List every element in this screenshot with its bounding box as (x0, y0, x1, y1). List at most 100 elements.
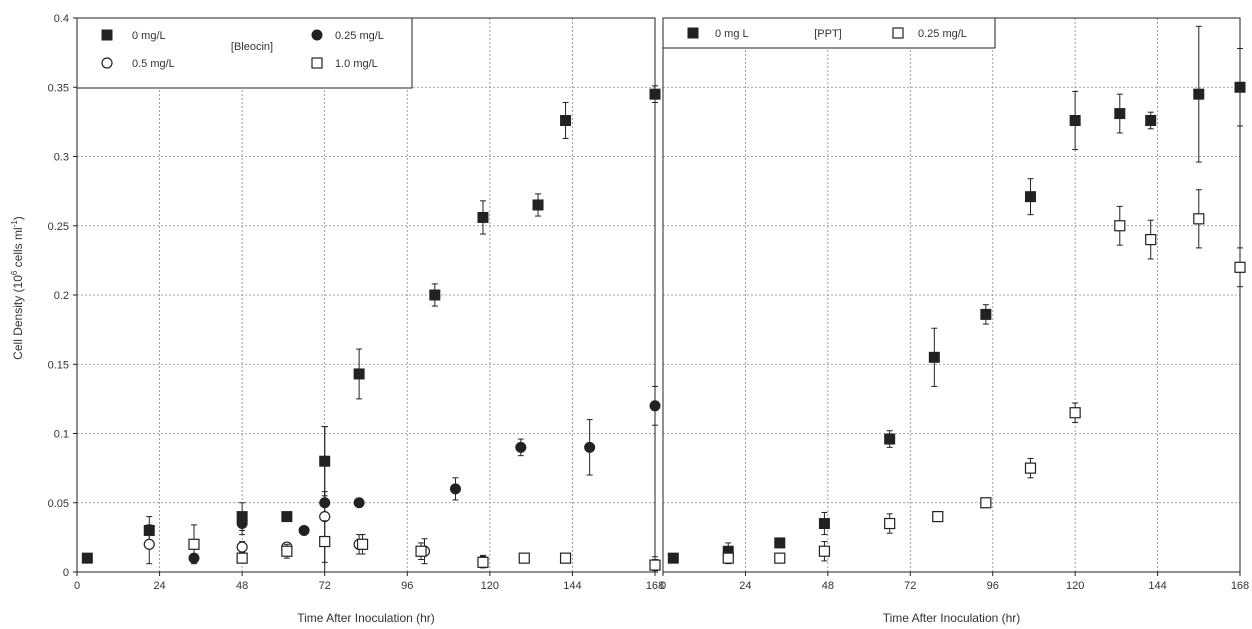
legend-label: 0 mg L (715, 28, 749, 40)
data-point (353, 368, 365, 380)
series-3 (188, 520, 661, 572)
data-point (532, 199, 544, 211)
x-axis-title: Time After Inoculation (hr) (883, 611, 1021, 625)
data-point (649, 559, 661, 571)
x-tick-label: 48 (236, 580, 248, 592)
data-point (236, 541, 248, 553)
x-tick-label: 0 (660, 580, 666, 592)
data-point (281, 545, 293, 557)
legend-marker (892, 27, 904, 39)
x-tick-label: 168 (1231, 580, 1249, 592)
data-point (415, 545, 427, 557)
y-tick-label: 0.35 (48, 82, 69, 94)
data-point (1193, 88, 1205, 100)
data-point (584, 441, 596, 453)
y-tick-label: 0.4 (54, 13, 69, 25)
data-point (560, 114, 572, 126)
series-0 (667, 25, 1246, 564)
series-2 (143, 426, 661, 573)
data-point (1234, 261, 1246, 273)
x-tick-label: 24 (153, 580, 165, 592)
data-point (477, 556, 489, 568)
data-point (81, 552, 93, 564)
legend-title: [PPT] (814, 28, 842, 40)
x-tick-label: 120 (481, 580, 499, 592)
y-tick-label: 0.25 (48, 221, 69, 233)
legend-box (662, 17, 996, 49)
data-point (356, 538, 369, 550)
legend-label: 1.0 mg/L (335, 58, 378, 70)
y-tick-label: 0.3 (54, 152, 69, 164)
series-0 (81, 85, 661, 564)
legend-label: 0.25 mg/L (918, 28, 967, 40)
data-point (928, 351, 940, 363)
legend-label: 0.5 mg/L (132, 58, 175, 70)
data-point (818, 518, 830, 530)
left-panel-bleocin: 0 24 48 72 96 120 144 168 Time After Inoculation… (48, 13, 665, 625)
data-point (143, 538, 155, 550)
x-tick-label: 72 (319, 580, 331, 592)
x-tick-label: 96 (987, 580, 999, 592)
data-point (236, 518, 248, 530)
data-point (518, 552, 530, 564)
data-point (1145, 234, 1157, 246)
data-point (236, 552, 248, 564)
data-point (649, 88, 661, 100)
data-point (1193, 213, 1205, 225)
data-point (319, 535, 331, 548)
y-tick-label: 0.2 (54, 290, 69, 302)
legend: 0 mg L 0.25 mg/L [PPT] (662, 17, 996, 49)
legend-label: 0 mg/L (132, 30, 166, 42)
data-point (1234, 81, 1246, 93)
data-point (281, 511, 293, 523)
x-tick-label: 120 (1066, 580, 1084, 592)
data-point (649, 400, 661, 412)
data-point (1024, 462, 1037, 474)
data-point (818, 545, 831, 557)
data-point (932, 511, 944, 523)
legend-marker (687, 27, 699, 39)
data-point (722, 552, 734, 564)
x-tick-label: 0 (74, 580, 80, 592)
x-tick-label: 24 (739, 580, 751, 592)
legend: 0 mg/L 0.25 mg/L 0.5 mg/L 1.0 mg/L [Bleocin] (76, 17, 413, 89)
right-panel-ppt: 0 24 48 72 96 120 144 168 Time After Inoculation… (660, 17, 1249, 625)
data-point (188, 538, 200, 550)
legend-box (76, 17, 413, 89)
legend-title: [Bleocin] (231, 41, 273, 53)
data-point (667, 552, 679, 564)
x-tick-label: 144 (563, 580, 581, 592)
y-tick-label: 0.15 (48, 359, 69, 371)
data-point (1145, 114, 1157, 126)
data-point (1114, 220, 1126, 232)
y-tick-label: 0.05 (48, 498, 69, 510)
legend-label: 0.25 mg/L (335, 30, 384, 42)
data-point (884, 517, 896, 530)
x-tick-label: 72 (904, 580, 916, 592)
x-tick-label: 48 (822, 580, 834, 592)
data-point (353, 497, 365, 509)
data-point (449, 483, 461, 495)
y-axis-title: Cell Density (106 cells ml-1) (10, 216, 25, 360)
data-point (515, 441, 527, 453)
series-1 (722, 189, 1246, 565)
legend-marker (311, 29, 323, 41)
data-point (1069, 114, 1081, 126)
y-tick-label: 0 (63, 567, 69, 579)
data-point (1114, 108, 1126, 120)
data-point (559, 552, 572, 564)
data-point (884, 433, 896, 445)
x-tick-label: 96 (401, 580, 413, 592)
data-point (477, 211, 489, 223)
data-point (774, 552, 786, 564)
data-point (774, 537, 786, 549)
data-point (1024, 191, 1036, 203)
legend-marker (101, 57, 113, 69)
data-point (319, 510, 331, 523)
series-1 (188, 385, 661, 564)
x-tick-label: 144 (1148, 580, 1166, 592)
legend-marker (101, 29, 113, 41)
x-tick-label: 168 (646, 580, 664, 592)
data-point (980, 497, 992, 509)
data-point (429, 289, 441, 301)
